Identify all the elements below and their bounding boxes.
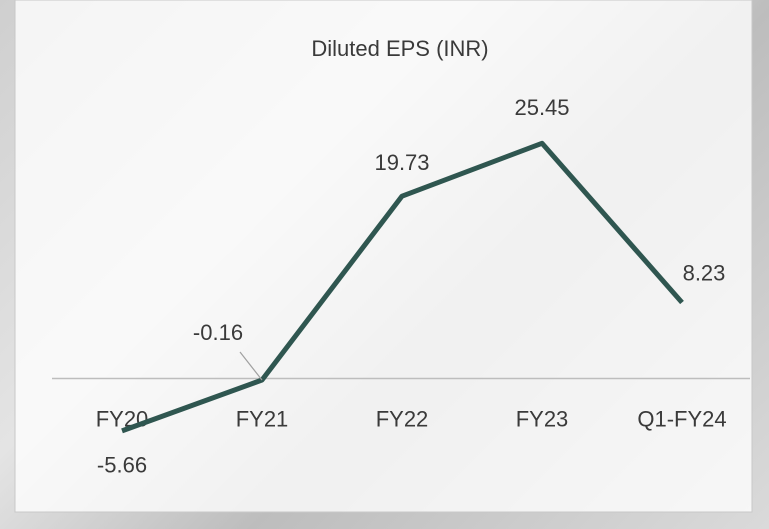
data-label: 19.73 — [374, 150, 429, 175]
line — [121, 140, 684, 434]
x-tick-label: FY21 — [236, 406, 289, 431]
data-label: 8.23 — [683, 260, 726, 285]
x-tick-label: FY23 — [516, 406, 569, 431]
data-label: -5.66 — [97, 453, 147, 478]
x-tick-label: FY22 — [376, 406, 429, 431]
data-label: -0.16 — [193, 320, 243, 345]
chart-title: Diluted EPS (INR) — [311, 36, 488, 61]
data-label: 25.45 — [514, 95, 569, 120]
x-tick-label: FY20 — [96, 406, 149, 431]
x-tick-label: Q1-FY24 — [637, 406, 726, 431]
leader-line — [239, 351, 263, 381]
